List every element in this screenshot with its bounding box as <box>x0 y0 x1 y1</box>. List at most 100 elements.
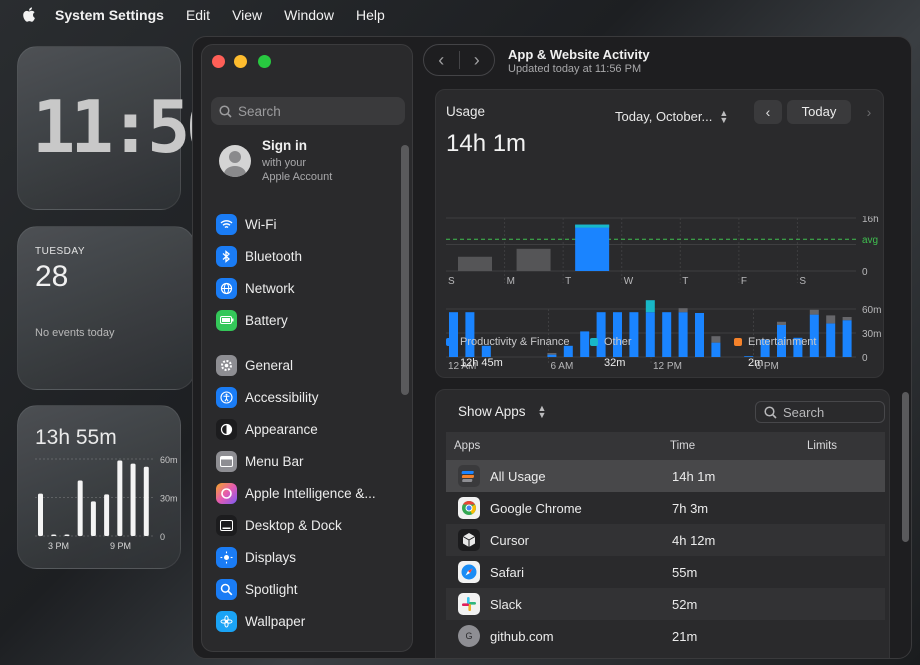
widget-bar <box>51 534 57 536</box>
column-time[interactable]: Time <box>670 440 696 452</box>
sidebar-item-menu-bar[interactable]: Menu Bar <box>216 449 304 473</box>
forward-button[interactable]: › <box>473 49 480 70</box>
sidebar-scrollbar[interactable] <box>401 145 409 395</box>
sidebar-item-wallpaper[interactable]: Wallpaper <box>216 609 305 633</box>
sidebar-search-input[interactable]: Search <box>211 97 405 125</box>
sidebar-item-battery[interactable]: Battery <box>216 308 288 332</box>
week-y-tick: 0 <box>862 267 868 278</box>
app-name: All Usage <box>490 469 546 484</box>
sign-in-title: Sign in <box>262 138 307 153</box>
search-icon <box>764 405 777 419</box>
hour-bar-uncategorized <box>809 309 819 315</box>
week-day-label: S <box>448 276 455 287</box>
sidebar-item-bluetooth[interactable]: Bluetooth <box>216 244 302 268</box>
week-day-label: S <box>799 276 806 287</box>
sidebar-item-label: Appearance <box>245 421 318 437</box>
page-subtitle: Updated today at 11:56 PM <box>508 63 642 75</box>
chevron-updown-icon: ▲ ▼ <box>537 402 547 420</box>
sidebar-item-general[interactable]: General <box>216 353 293 377</box>
sidebar-item-apple-intelligence[interactable]: Apple Intelligence &... <box>216 481 376 505</box>
sidebar-item-label: Wallpaper <box>245 613 306 629</box>
sidebar-item-spotlight[interactable]: Spotlight <box>216 577 298 601</box>
weekly-usage-chart[interactable]: S M T W T F S 16h avg 0 <box>436 216 885 298</box>
widget-bar <box>64 534 70 536</box>
app-name: Safari <box>490 565 524 580</box>
column-apps[interactable]: Apps <box>454 440 481 452</box>
menu-help[interactable]: Help <box>355 6 385 23</box>
next-day-button[interactable]: › <box>866 104 872 120</box>
sidebar-item-desktop-dock[interactable]: Desktop & Dock <box>216 513 342 537</box>
hourly-usage-chart[interactable]: 12 AM 6 AM 12 PM 6 PM 60m 30m 0 <box>436 300 885 380</box>
apps-search-placeholder: Search <box>783 404 825 420</box>
search-icon <box>219 104 232 118</box>
legend-entertainment: Entertainment <box>734 336 816 348</box>
previous-day-button[interactable]: ‹ <box>754 100 782 124</box>
table-row[interactable]: Google Chrome 7h 3m <box>446 492 885 524</box>
sidebar-item-wi-fi[interactable]: Wi-Fi <box>216 212 276 236</box>
hour-bar-productivity <box>481 345 491 357</box>
close-window-button[interactable] <box>212 55 225 68</box>
apple-intelligence-icon <box>216 482 237 504</box>
date-popup-button[interactable]: Today, October... ▲ ▼ <box>615 108 728 124</box>
appearance-icon <box>216 418 237 440</box>
hour-bar-uncategorized <box>826 315 836 324</box>
sidebar-item-label: Menu Bar <box>245 453 304 469</box>
sidebar-item-network[interactable]: Network <box>216 276 295 300</box>
back-button[interactable]: ‹ <box>438 49 445 70</box>
app-time: 21m <box>672 629 698 644</box>
table-row[interactable]: Slack 52m <box>446 588 885 620</box>
calendar-widget[interactable]: TUESDAY 28 No events today <box>17 226 195 390</box>
menu-window[interactable]: Window <box>284 6 334 23</box>
week-bar[interactable] <box>516 248 551 271</box>
usage-total: 14h 1m <box>446 130 527 157</box>
hour-bar-uncategorized <box>678 308 688 313</box>
today-button[interactable]: Today <box>787 100 851 124</box>
apps-search-input[interactable]: Search <box>755 401 885 423</box>
sidebar-item-appearance[interactable]: Appearance <box>216 417 318 441</box>
screen-time-total: 13h 55m <box>35 426 117 449</box>
minimize-window-button[interactable] <box>234 55 247 68</box>
apps-scrollbar[interactable] <box>902 392 909 542</box>
menu-edit[interactable]: Edit <box>185 6 211 23</box>
week-bar[interactable] <box>458 256 492 271</box>
gear-icon <box>216 354 237 376</box>
table-row[interactable]: Safari 55m <box>446 556 885 588</box>
hour-bar-productivity <box>645 312 655 357</box>
usage-card: Usage 14h 1m Today, October... ▲ ▼ ‹ Toda… <box>435 89 884 378</box>
sidebar-item-accessibility[interactable]: Accessibility <box>216 385 319 409</box>
sidebar-item-displays[interactable]: Displays <box>216 545 296 569</box>
spotlight-icon <box>216 578 237 600</box>
sidebar-item-label: Desktop & Dock <box>245 517 342 533</box>
menu-bar-icon <box>216 450 237 472</box>
zoom-window-button[interactable] <box>258 55 271 68</box>
calendar-day: 28 <box>35 260 69 293</box>
menu-view[interactable]: View <box>232 6 263 23</box>
apple-logo-icon[interactable] <box>20 6 37 23</box>
table-row[interactable]: Cursor 4h 12m <box>446 524 885 556</box>
clock-widget[interactable]: 11:56 <box>17 46 229 210</box>
legend-other-label: Other <box>604 336 632 348</box>
hour-bar-productivity <box>596 312 606 357</box>
column-limits[interactable]: Limits <box>807 440 838 452</box>
hour-x-tick: 12 AM <box>448 361 476 372</box>
sign-in-subtitle-line-1: with your <box>262 157 307 169</box>
widget-bar <box>143 466 149 536</box>
widget-bar <box>130 463 136 536</box>
app-time: 14h 1m <box>672 469 716 484</box>
app-time: 7h 3m <box>672 501 709 516</box>
week-bar[interactable] <box>575 224 610 271</box>
hour-bar-productivity <box>580 331 590 357</box>
sign-in-item[interactable]: Sign in with your Apple Account <box>219 138 404 188</box>
legend-productivity: Productivity & Finance <box>446 336 569 348</box>
week-day-label: F <box>741 276 747 287</box>
wallpaper-icon <box>216 610 237 632</box>
show-apps-popup[interactable]: Show Apps ▲ ▼ <box>458 402 547 420</box>
screen-time-widget[interactable]: 13h 55m 60m 30m 0 3 PM 9 PM <box>17 405 181 569</box>
week-day-label: T <box>682 276 688 287</box>
widget-bar <box>104 494 110 536</box>
table-row[interactable]: All Usage 14h 1m <box>446 460 885 492</box>
system-settings-window: Search Sign in with your Apple Account W… <box>192 36 912 659</box>
menu-app-name[interactable]: System Settings <box>55 6 164 23</box>
hour-bar-productivity <box>547 354 557 357</box>
